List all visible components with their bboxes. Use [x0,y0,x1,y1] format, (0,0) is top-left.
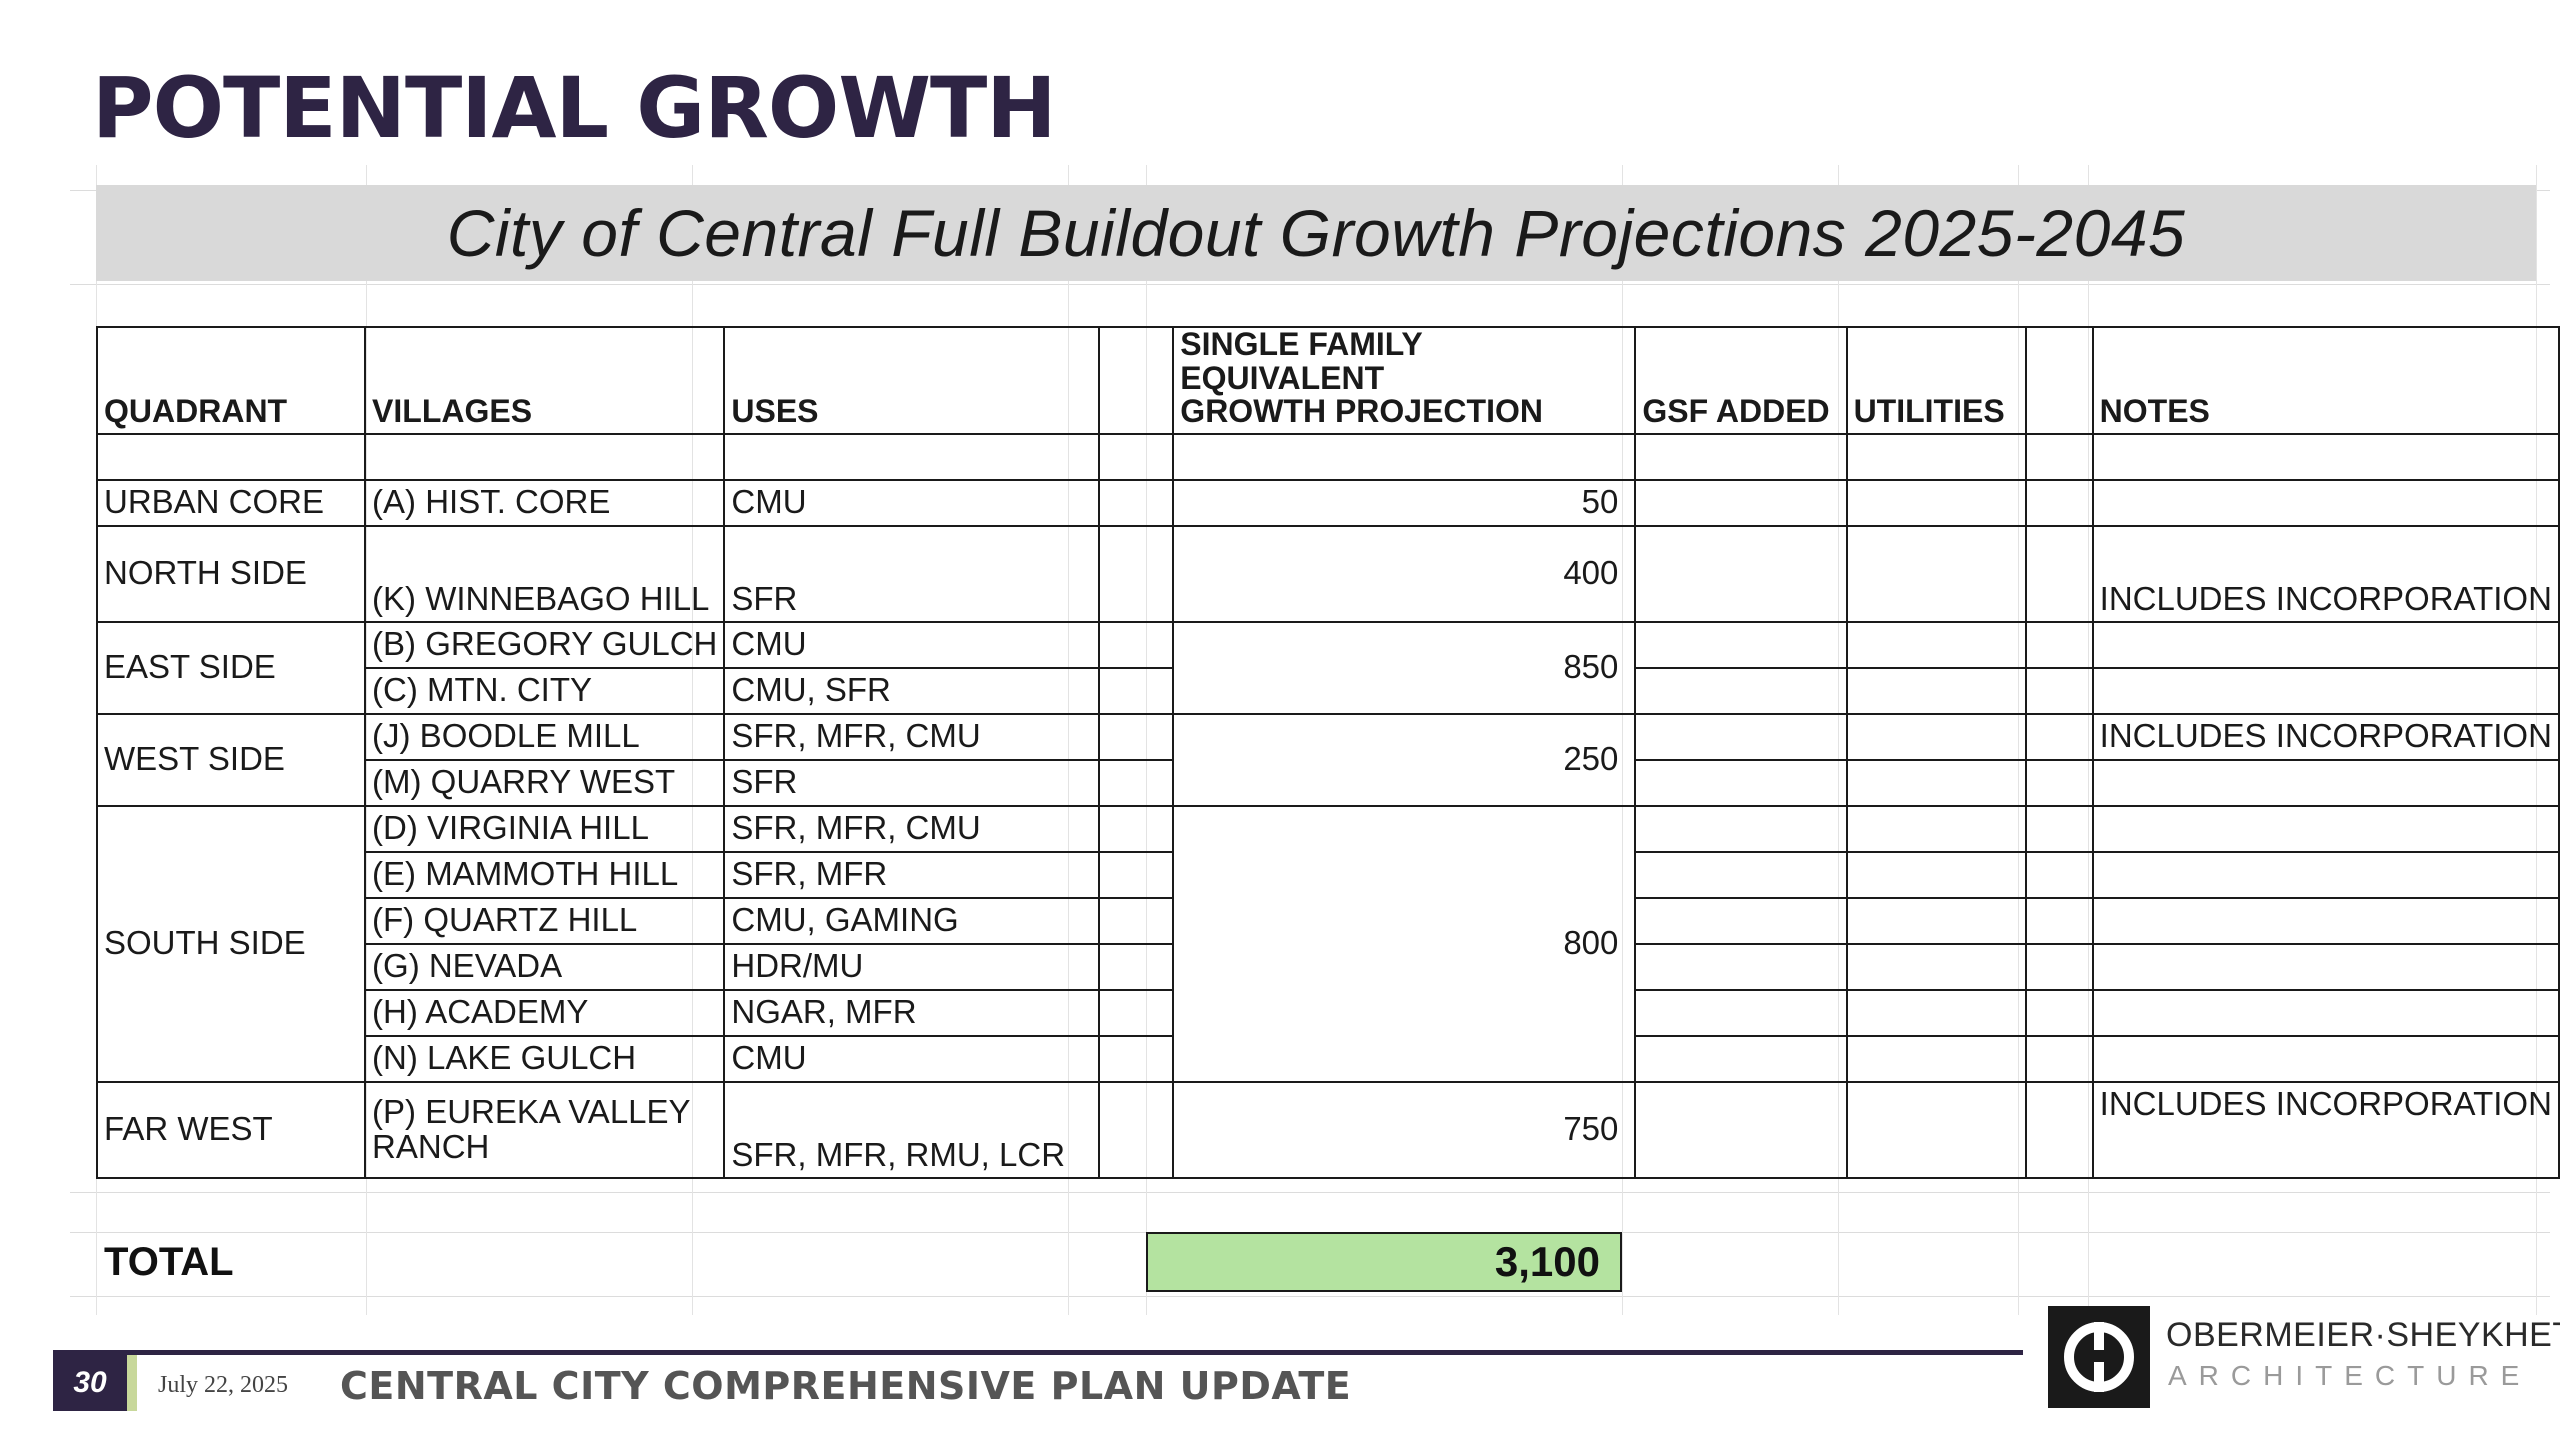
footer-date: July 22, 2025 [158,1372,289,1398]
projection-cell: 750 [1172,1080,1637,1179]
village-cell: (K) WINNEBAGO HILL [364,524,726,623]
projection-cell: 400 [1172,524,1637,623]
total-label: TOTAL [104,1240,234,1284]
notes-cell: INCLUDES INCORPORATION [2091,524,2560,623]
uses-cell: CMU, GAMING [723,896,1100,945]
page-title: POTENTIAL GROWTH [92,59,1057,157]
col-gsf-added: GSF ADDED [1634,326,1848,435]
projection-cell: 800 [1172,804,1637,1083]
quadrant-cell: URBAN CORE [95,478,367,527]
table-row: FAR WEST (P) EUREKA VALLEY RANCH SFR, MFR… [95,1080,2560,1179]
table-row: URBAN CORE (A) HIST. CORE CMU 50 [95,478,2560,527]
table-row: WEST SIDE (J) BOODLE MILL SFR, MFR, CMU … [95,712,2560,807]
table-header-row: QUADRANT VILLAGES USES SINGLE FAMILY EQU… [95,326,2560,435]
table-row: EAST SIDE (B) GREGORY GULCH CMU 850 [95,620,2560,715]
table-row: (M) QUARRY WEST SFR [97,758,2560,807]
banner-title: City of Central Full Buildout Growth Pro… [446,196,2186,270]
spacer-row [95,432,2560,481]
quadrant-cell: WEST SIDE [95,712,367,807]
uses-cell: SFR, MFR [723,850,1100,899]
col-blank [1097,326,1175,435]
page-number: 30 [53,1355,127,1411]
village-cell: (C) MTN. CITY [364,666,726,715]
col-quadrant: QUADRANT [95,326,367,435]
village-cell: (M) QUARRY WEST [364,758,726,807]
table-row: (H) ACADEMY NGAR, MFR [97,988,2560,1037]
village-cell: (J) BOODLE MILL [364,712,726,761]
col-uses: USES [723,326,1100,435]
uses-cell: SFR, MFR, RMU, LCR [723,1080,1100,1179]
village-cell: (E) MAMMOTH HILL [364,850,726,899]
village-cell: (B) GREGORY GULCH [364,620,726,669]
page-number-accent [127,1355,137,1411]
village-cell: (F) QUARTZ HILL [364,896,726,945]
village-cell: (P) EUREKA VALLEY RANCH [364,1080,726,1179]
footer-doc-title: CENTRAL CITY COMPREHENSIVE PLAN UPDATE [340,1364,1352,1408]
logo-subtitle: ARCHITECTURE [2168,1360,2532,1391]
quadrant-cell: SOUTH SIDE [95,804,367,1083]
col-notes: NOTES [2091,326,2560,435]
sfe-line2: GROWTH PROJECTION [1180,393,1543,430]
projection-cell: 250 [1172,712,1637,807]
table-row: (F) QUARTZ HILL CMU, GAMING [97,896,2560,945]
projection-cell: 850 [1172,620,1637,715]
col-blank [2024,326,2094,435]
sfe-line1: SINGLE FAMILY EQUIVALENT [1180,327,1423,396]
village-cell: (H) ACADEMY [364,988,726,1037]
table-row: (E) MAMMOTH HILL SFR, MFR [97,850,2560,899]
col-utilities: UTILITIES [1845,326,2027,435]
uses-cell: SFR, MFR, CMU [723,804,1100,853]
notes-cell: INCLUDES INCORPORATION [2091,1080,2560,1179]
col-villages: VILLAGES [364,326,726,435]
uses-cell: NGAR, MFR [723,988,1100,1037]
uses-cell: SFR [723,524,1100,623]
village-cell: (D) VIRGINIA HILL [364,804,726,853]
village-cell: (A) HIST. CORE [364,478,726,527]
uses-cell: CMU [723,478,1100,527]
uses-cell: CMU [723,620,1100,669]
table-row: SOUTH SIDE (D) VIRGINIA HILL SFR, MFR, C… [95,804,2560,1083]
table-banner: City of Central Full Buildout Growth Pro… [96,185,2536,281]
uses-cell: CMU, SFR [723,666,1100,715]
quadrant-cell: EAST SIDE [95,620,367,715]
footer-divider [53,1350,2023,1355]
total-value: 3,100 [1146,1232,1622,1292]
table-row: (C) MTN. CITY CMU, SFR [97,666,2560,715]
village-cell: (G) NEVADA [364,942,726,991]
growth-projections-table: QUADRANT VILLAGES USES SINGLE FAMILY EQU… [95,326,2560,1179]
notes-cell: INCLUDES INCORPORATION [2091,712,2560,761]
village-line1: (P) EUREKA VALLEY [372,1093,691,1131]
projection-cell: 50 [1172,478,1637,527]
table-row: NORTH SIDE (K) WINNEBAGO HILL SFR 400 IN… [95,524,2560,623]
uses-cell: CMU [723,1034,1100,1083]
uses-cell: HDR/MU [723,942,1100,991]
table-row: (N) LAKE GULCH CMU [97,1034,2560,1083]
table-row: (G) NEVADA HDR/MU [97,942,2560,991]
logo-name: OBERMEIER·SHEYKHET [2166,1316,2560,1354]
uses-cell: SFR [723,758,1100,807]
village-cell: (N) LAKE GULCH [364,1034,726,1083]
quadrant-cell: NORTH SIDE [95,524,367,623]
uses-cell: SFR, MFR, CMU [723,712,1100,761]
firm-logo-icon [2048,1306,2150,1408]
village-line2: RANCH [372,1127,490,1165]
quadrant-cell: FAR WEST [95,1080,367,1179]
col-sfe-projection: SINGLE FAMILY EQUIVALENT GROWTH PROJECTIO… [1172,326,1637,435]
